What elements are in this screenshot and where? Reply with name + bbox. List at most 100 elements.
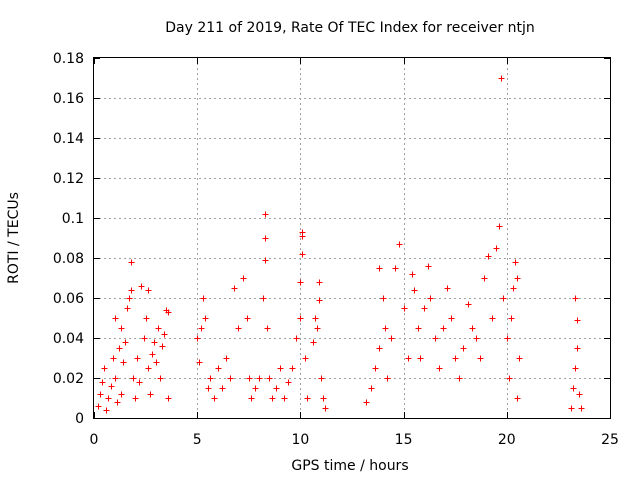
- data-point: [116, 345, 123, 352]
- y-tick-label: 0.14: [53, 131, 84, 147]
- data-point: [120, 359, 127, 366]
- data-point: [269, 395, 276, 402]
- data-point: [122, 339, 129, 346]
- data-point: [297, 315, 304, 322]
- data-point: [452, 355, 459, 362]
- data-point: [110, 355, 117, 362]
- data-points: [95, 75, 585, 414]
- data-point: [198, 325, 205, 332]
- data-point: [112, 315, 119, 322]
- data-point: [293, 335, 300, 342]
- data-point: [436, 365, 443, 372]
- data-point: [244, 315, 251, 322]
- data-point: [417, 355, 424, 362]
- data-point: [576, 391, 583, 398]
- data-point: [299, 251, 306, 258]
- data-point: [574, 317, 581, 324]
- data-point: [108, 383, 115, 390]
- data-point: [382, 325, 389, 332]
- data-point: [95, 403, 102, 410]
- data-point: [165, 395, 172, 402]
- data-point: [248, 395, 255, 402]
- data-point: [570, 385, 577, 392]
- data-point: [384, 375, 391, 382]
- data-point: [130, 375, 137, 382]
- data-point: [132, 395, 139, 402]
- data-point: [376, 265, 383, 272]
- data-point: [118, 391, 125, 398]
- x-tick-label: 25: [601, 432, 619, 448]
- data-point: [460, 345, 467, 352]
- data-point: [223, 355, 230, 362]
- data-point: [134, 355, 141, 362]
- data-point: [262, 235, 269, 242]
- data-point: [376, 345, 383, 352]
- data-point: [128, 287, 135, 294]
- data-point: [145, 287, 152, 294]
- data-point: [231, 285, 238, 292]
- data-point: [456, 375, 463, 382]
- y-tick-label: 0: [75, 411, 84, 427]
- data-point: [322, 405, 329, 412]
- data-point: [114, 399, 121, 406]
- data-point: [157, 375, 164, 382]
- data-point: [153, 359, 160, 366]
- data-point: [252, 385, 259, 392]
- data-point: [149, 351, 156, 358]
- data-point: [514, 395, 521, 402]
- y-tick-label: 0.18: [53, 51, 84, 67]
- data-point: [277, 365, 284, 372]
- data-point: [235, 325, 242, 332]
- data-point: [101, 365, 108, 372]
- data-point: [516, 355, 523, 362]
- data-point: [145, 365, 152, 372]
- y-tick-label: 0.04: [53, 331, 84, 347]
- data-point: [147, 391, 154, 398]
- axis-ticks: [94, 58, 611, 419]
- data-point: [138, 283, 145, 290]
- data-point: [427, 295, 434, 302]
- x-tick-label: 10: [291, 432, 309, 448]
- data-point: [314, 325, 321, 332]
- data-point: [240, 275, 247, 282]
- data-point: [219, 385, 226, 392]
- data-point: [215, 365, 222, 372]
- data-point: [141, 335, 148, 342]
- data-point: [465, 301, 472, 308]
- data-point: [143, 315, 150, 322]
- data-point: [112, 375, 119, 382]
- data-point: [411, 287, 418, 294]
- data-point: [508, 315, 515, 322]
- y-tick-label: 0.06: [53, 291, 84, 307]
- y-tick-label: 0.16: [53, 91, 84, 107]
- data-point: [273, 385, 280, 392]
- data-point: [388, 335, 395, 342]
- data-point: [405, 355, 412, 362]
- data-point: [124, 305, 131, 312]
- data-point: [574, 345, 581, 352]
- data-point: [196, 359, 203, 366]
- y-axis-label: ROTI / TECUs: [6, 192, 22, 284]
- data-point: [264, 325, 271, 332]
- data-point: [161, 331, 168, 338]
- chart-title: Day 211 of 2019, Rate Of TEC Index for r…: [165, 20, 535, 36]
- data-point: [136, 379, 143, 386]
- data-point: [498, 75, 505, 82]
- data-point: [444, 285, 451, 292]
- data-point: [299, 229, 306, 236]
- data-point: [572, 295, 579, 302]
- data-point: [415, 325, 422, 332]
- data-point: [440, 325, 447, 332]
- data-point: [481, 275, 488, 282]
- data-point: [493, 245, 500, 252]
- y-tick-label: 0.1: [62, 211, 84, 227]
- data-point: [318, 375, 325, 382]
- data-point: [310, 339, 317, 346]
- y-tick-label: 0.02: [53, 371, 84, 387]
- data-point: [256, 375, 263, 382]
- data-point: [380, 295, 387, 302]
- data-point: [312, 315, 319, 322]
- data-point: [151, 339, 158, 346]
- data-point: [320, 395, 327, 402]
